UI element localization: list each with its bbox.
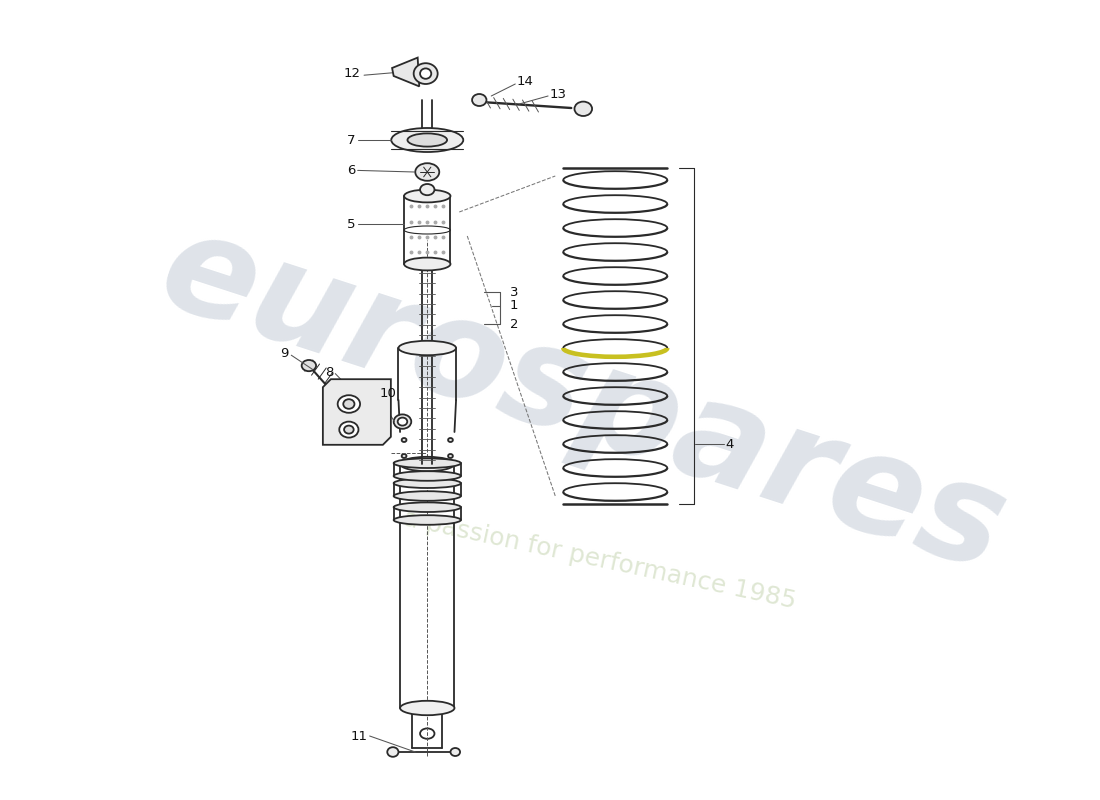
Text: 7: 7: [346, 134, 355, 146]
Ellipse shape: [420, 728, 434, 739]
Ellipse shape: [400, 457, 454, 471]
Ellipse shape: [472, 94, 486, 106]
Ellipse shape: [402, 454, 407, 458]
Text: 5: 5: [346, 218, 355, 230]
Ellipse shape: [404, 190, 451, 202]
Text: a passion for performance 1985: a passion for performance 1985: [400, 506, 798, 614]
Ellipse shape: [387, 747, 398, 757]
Text: 1: 1: [509, 299, 518, 312]
Text: 3: 3: [509, 286, 518, 298]
Text: 4: 4: [726, 438, 734, 450]
Ellipse shape: [407, 134, 447, 146]
Ellipse shape: [420, 68, 431, 79]
Ellipse shape: [394, 458, 461, 468]
Ellipse shape: [420, 184, 434, 195]
Ellipse shape: [404, 258, 451, 270]
Ellipse shape: [394, 471, 461, 481]
Ellipse shape: [394, 414, 411, 429]
Text: 11: 11: [350, 730, 367, 742]
Text: 13: 13: [550, 88, 566, 101]
Ellipse shape: [400, 701, 454, 715]
Text: 12: 12: [344, 67, 361, 80]
Ellipse shape: [301, 360, 316, 371]
Ellipse shape: [392, 128, 463, 152]
Ellipse shape: [448, 438, 453, 442]
Text: 9: 9: [280, 347, 289, 360]
Ellipse shape: [394, 491, 461, 501]
Ellipse shape: [343, 399, 354, 409]
Ellipse shape: [414, 63, 438, 84]
Ellipse shape: [339, 422, 359, 438]
Text: 2: 2: [509, 318, 518, 330]
Text: 6: 6: [346, 164, 355, 177]
Text: 10: 10: [379, 387, 396, 400]
Polygon shape: [392, 58, 419, 86]
Ellipse shape: [448, 454, 453, 458]
Text: 8: 8: [326, 366, 333, 378]
Ellipse shape: [398, 418, 407, 426]
Ellipse shape: [338, 395, 360, 413]
Ellipse shape: [394, 478, 461, 488]
Ellipse shape: [574, 102, 592, 116]
Ellipse shape: [344, 426, 354, 434]
Ellipse shape: [394, 515, 461, 525]
Ellipse shape: [402, 438, 407, 442]
Ellipse shape: [394, 502, 461, 512]
Text: eurospares: eurospares: [145, 200, 1022, 600]
Polygon shape: [323, 379, 390, 445]
Ellipse shape: [451, 748, 460, 756]
Text: 14: 14: [517, 75, 534, 88]
Ellipse shape: [416, 163, 439, 181]
Ellipse shape: [398, 341, 456, 355]
